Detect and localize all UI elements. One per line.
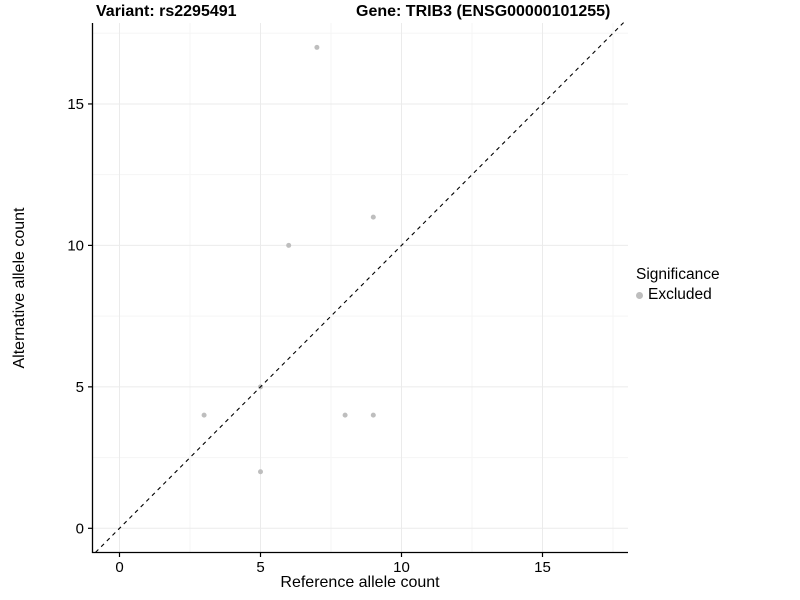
gridlines-minor xyxy=(92,23,628,553)
y-tick-label: 15 xyxy=(67,96,84,113)
plot-title-gene: Gene: TRIB3 (ENSG00000101255) xyxy=(356,3,611,20)
tick-labels: 0 5 10 15 0 5 10 15 xyxy=(67,96,551,576)
axis-lines xyxy=(91,23,628,554)
legend-item-excluded: Excluded xyxy=(636,286,720,304)
data-points xyxy=(201,44,376,475)
x-tick-label: 15 xyxy=(534,559,551,576)
y-tick-label: 0 xyxy=(76,521,84,538)
y-axis-title: Alternative allele count xyxy=(11,207,28,369)
y-tick-label: 5 xyxy=(76,379,84,396)
identity-line xyxy=(95,21,625,553)
x-tick-label: 10 xyxy=(393,559,410,576)
data-point xyxy=(314,44,320,50)
data-point xyxy=(286,242,292,248)
data-point xyxy=(370,214,376,220)
data-point xyxy=(342,412,348,418)
gridlines-major xyxy=(92,23,628,553)
legend-title: Significance xyxy=(636,266,720,283)
legend-point-swatch xyxy=(636,291,643,299)
plot-title-variant: Variant: rs2295491 xyxy=(96,3,237,20)
x-tick-label: 0 xyxy=(115,559,123,576)
legend: Significance Excluded xyxy=(636,266,720,304)
data-point xyxy=(258,469,263,475)
data-point xyxy=(201,412,207,418)
legend-item-label: Excluded xyxy=(648,286,712,303)
axis-ticks xyxy=(88,103,544,557)
x-axis-title: Reference allele count xyxy=(280,574,440,591)
data-point xyxy=(370,412,376,418)
x-tick-label: 5 xyxy=(256,559,264,576)
identity-dashed-line xyxy=(95,21,625,553)
y-tick-label: 10 xyxy=(67,238,84,255)
